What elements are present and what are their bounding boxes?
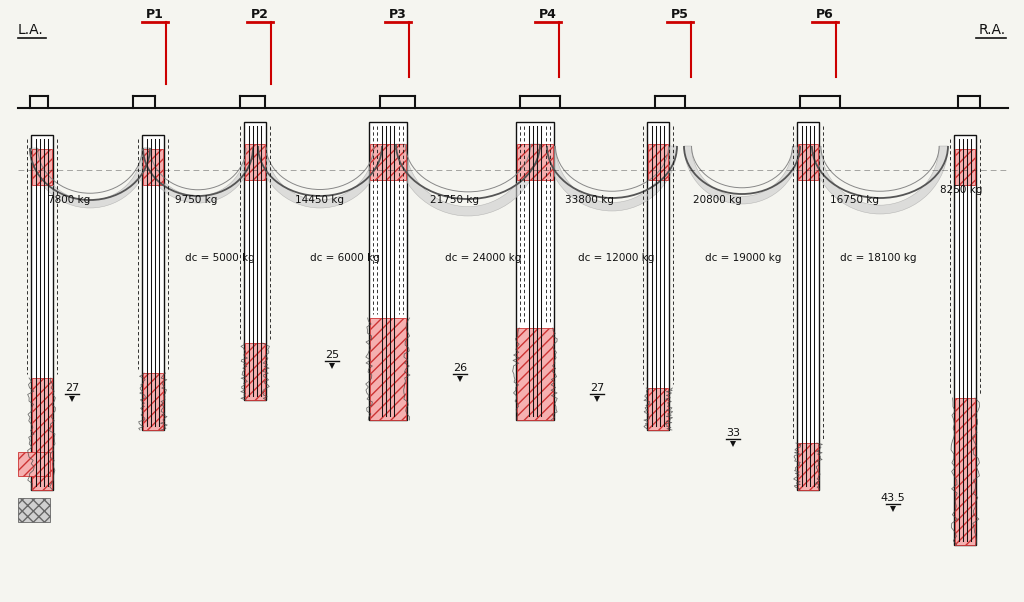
Text: dc = 19000 kg: dc = 19000 kg [705, 253, 781, 263]
Text: 7800 kg: 7800 kg [48, 195, 90, 205]
Text: R.A.: R.A. [979, 23, 1006, 37]
Bar [798, 443, 818, 490]
Bar [648, 144, 668, 180]
Text: 14450 kg: 14450 kg [295, 195, 344, 205]
Bar [517, 328, 553, 420]
Text: 25: 25 [325, 350, 339, 360]
Bar [142, 135, 164, 430]
Text: 27: 27 [590, 383, 604, 393]
Wedge shape [812, 146, 948, 214]
Text: 27: 27 [65, 383, 79, 393]
Text: dc = 6000 kg: dc = 6000 kg [310, 253, 380, 263]
Text: P2: P2 [251, 7, 269, 20]
Text: P4: P4 [539, 7, 557, 20]
Text: L.A.: L.A. [18, 23, 44, 37]
Bar [648, 388, 668, 430]
Wedge shape [143, 148, 253, 203]
Bar [31, 135, 53, 490]
Text: dc = 5000 kg: dc = 5000 kg [185, 253, 255, 263]
Wedge shape [684, 146, 800, 204]
Text: dc = 18100 kg: dc = 18100 kg [840, 253, 916, 263]
Bar [245, 343, 265, 400]
Bar [245, 144, 265, 180]
Text: P6: P6 [816, 7, 834, 20]
Wedge shape [258, 146, 382, 208]
Bar [954, 135, 976, 545]
Bar [955, 149, 975, 185]
Text: 20800 kg: 20800 kg [693, 195, 741, 205]
Bar [647, 122, 669, 430]
Text: P5: P5 [671, 7, 689, 20]
Bar [18, 498, 50, 522]
Bar [370, 318, 406, 420]
Bar [370, 144, 406, 180]
Text: dc = 24000 kg: dc = 24000 kg [445, 253, 521, 263]
Bar [244, 122, 266, 400]
Bar [32, 149, 52, 185]
Bar [369, 122, 407, 420]
Text: 33: 33 [726, 428, 740, 438]
Bar [18, 452, 50, 476]
Text: 33800 kg: 33800 kg [565, 195, 613, 205]
Text: 9750 kg: 9750 kg [175, 195, 217, 205]
Wedge shape [547, 146, 677, 211]
Bar [516, 122, 554, 420]
Text: P1: P1 [146, 7, 164, 20]
Bar [143, 149, 163, 185]
Bar [797, 122, 819, 490]
Wedge shape [30, 148, 150, 208]
Text: 21750 kg: 21750 kg [430, 195, 479, 205]
Wedge shape [396, 144, 540, 216]
Bar [32, 378, 52, 490]
Text: 8250 kg: 8250 kg [940, 185, 982, 195]
Bar [143, 373, 163, 430]
Text: 16750 kg: 16750 kg [830, 195, 879, 205]
Bar [955, 398, 975, 545]
Text: dc = 12000 kg: dc = 12000 kg [578, 253, 654, 263]
Text: 26: 26 [453, 363, 467, 373]
Bar [798, 144, 818, 180]
Text: 43.5: 43.5 [881, 493, 905, 503]
Text: P3: P3 [389, 7, 407, 20]
Bar [517, 144, 553, 180]
